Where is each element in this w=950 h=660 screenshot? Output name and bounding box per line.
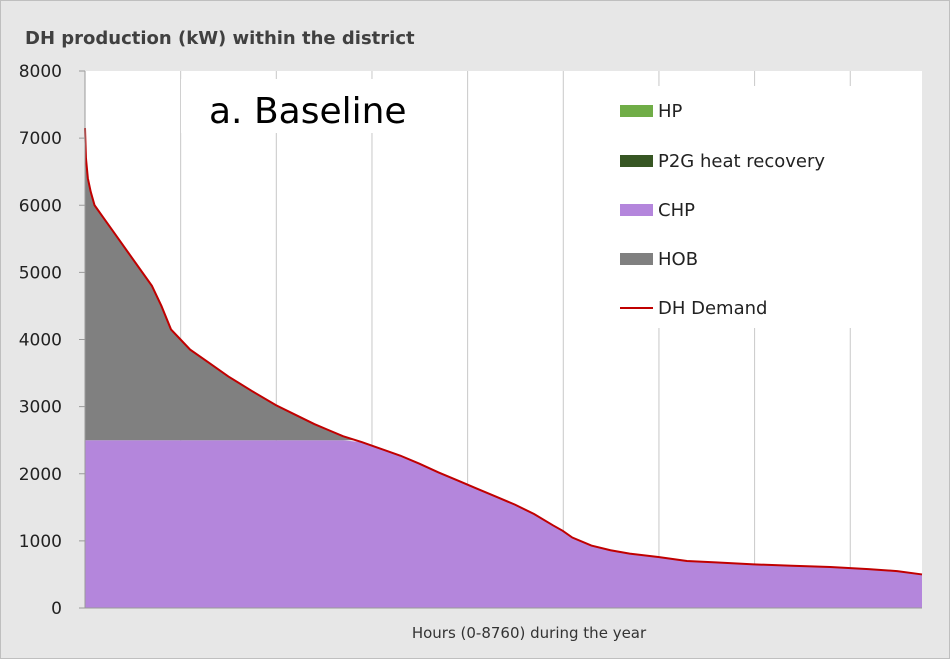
legend-swatch [620,155,653,167]
legend-label: DH Demand [658,298,767,319]
area-series [84,128,923,608]
y-tick-label: 6000 [19,196,62,216]
dh-demand-line [84,128,923,576]
y-tick-label: 7000 [19,129,62,149]
legend-swatch [620,253,653,265]
y-tick-label: 1000 [19,532,62,552]
chp-area [85,440,922,608]
annotation-box [181,79,457,133]
legend-swatch [620,105,653,117]
y-tick-label: 0 [51,599,62,619]
legend-label: CHP [658,200,695,221]
x-axis-label: Hours (0-8760) during the year [412,624,647,642]
y-tick-label: 5000 [19,263,62,283]
legend-swatch [620,204,653,216]
y-tick-label: 2000 [19,465,62,485]
hob-area [85,128,356,441]
chart-title: DH production (kW) within the district [25,28,415,49]
legend-label: HOB [658,249,698,270]
y-tick-label: 4000 [19,331,62,351]
legend-label: P2G heat recovery [658,151,825,172]
y-tick-label: 3000 [19,398,62,418]
y-axis: 0 1000 2000 3000 4000 5000 6000 7000 8000 [19,62,86,619]
annotation-label: a. Baseline [209,91,407,132]
y-tick-label: 8000 [19,62,62,82]
legend: HP P2G heat recovery CHP HOB DH Demand [620,101,825,319]
legend-label: HP [658,101,683,122]
legend-box [571,86,878,328]
